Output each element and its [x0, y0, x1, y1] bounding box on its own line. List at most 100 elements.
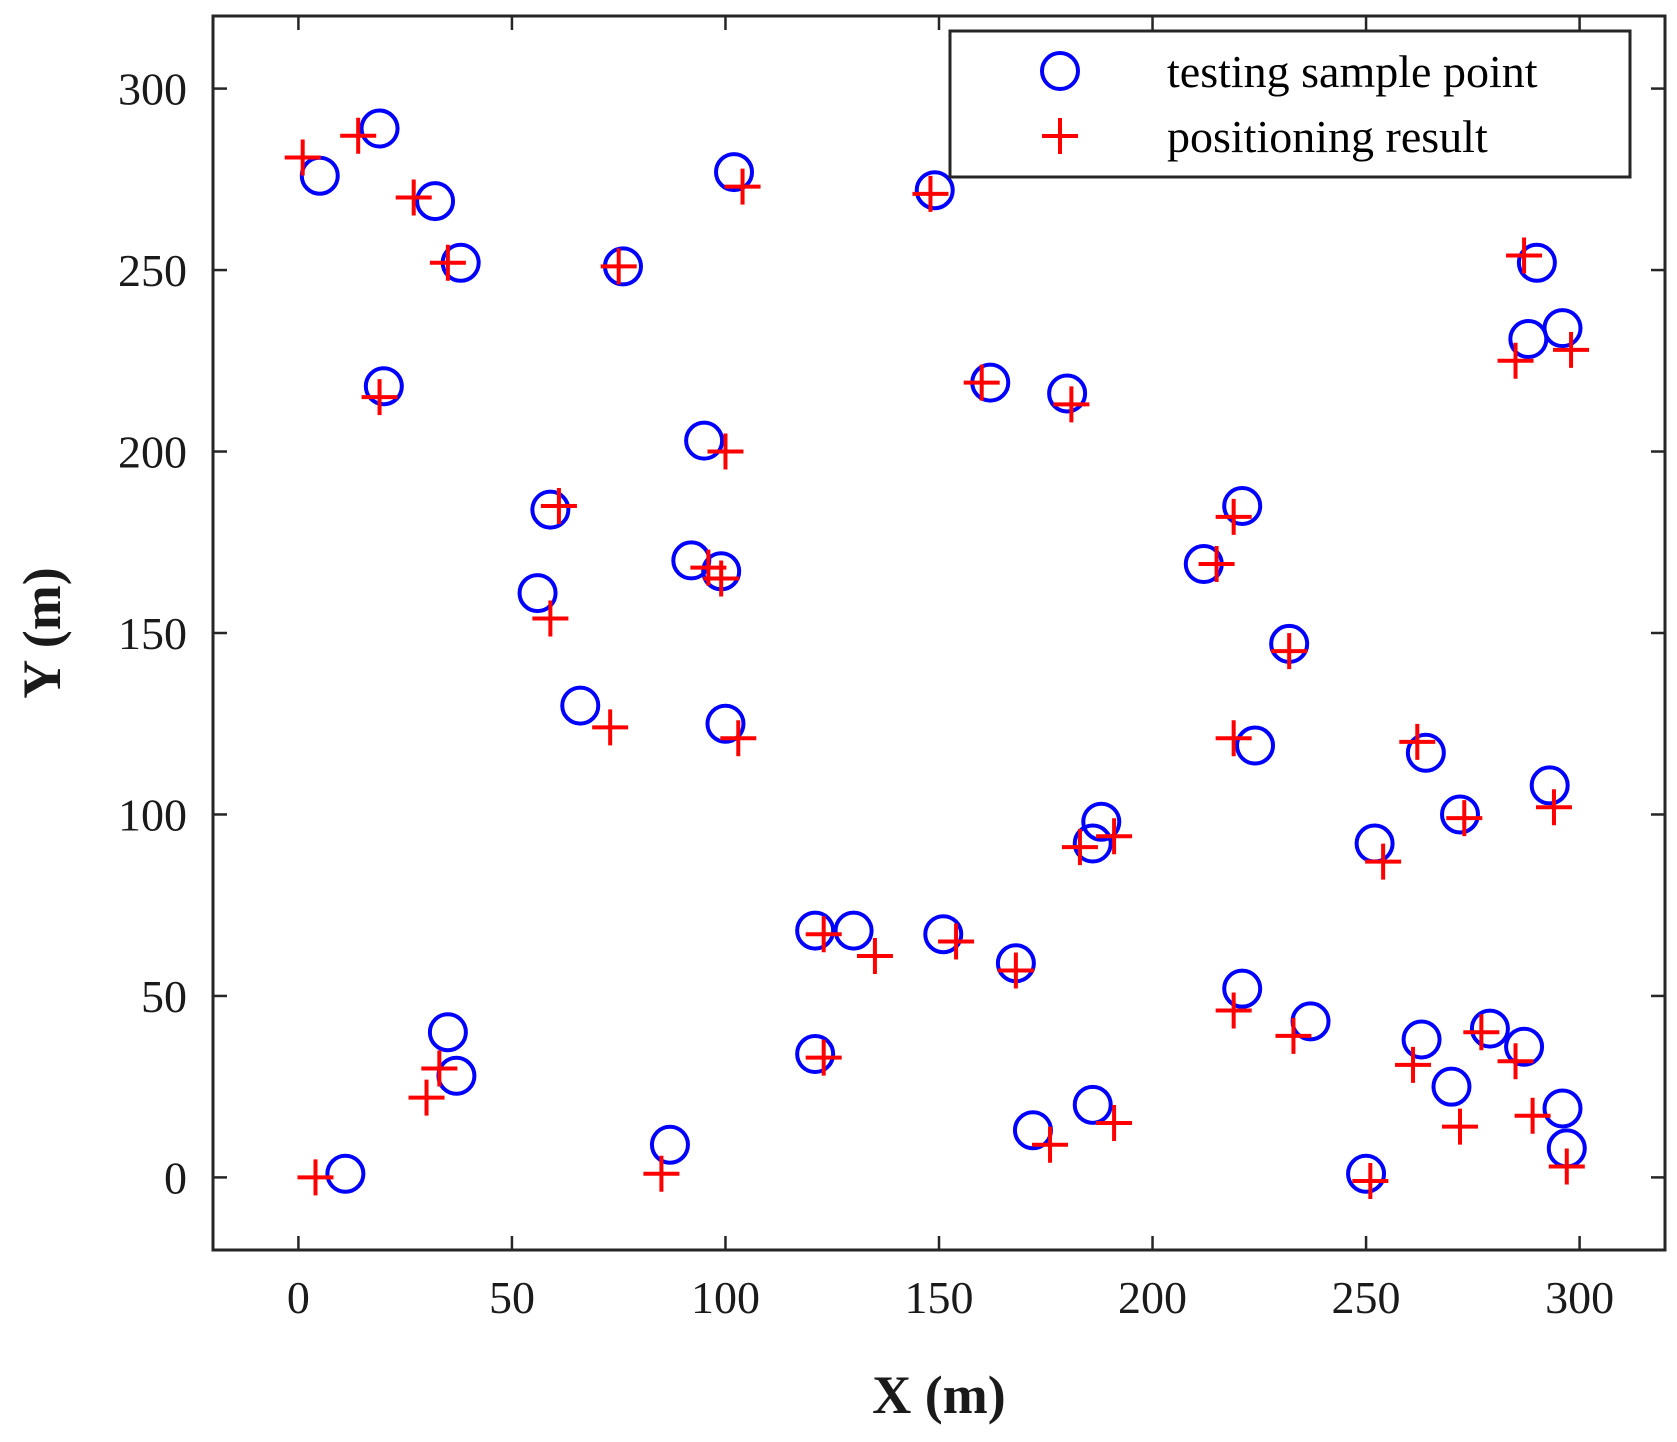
positioning-result-marker [421, 1050, 458, 1087]
x-tick-label: 150 [905, 1272, 974, 1323]
testing-sample-point-marker [649, 1124, 690, 1165]
testing-sample-point-marker [1401, 1019, 1442, 1060]
legend-box [948, 29, 1632, 179]
testing-sample-point-marker [1516, 242, 1557, 283]
x-tick-label: 200 [1118, 1272, 1187, 1323]
positioning-result-marker [856, 938, 893, 975]
testing-sample-point-marker [1222, 968, 1263, 1009]
positioning-result-marker [1352, 1163, 1389, 1200]
testing-sample-point-marker [1235, 725, 1276, 766]
positioning-result-marker [703, 560, 740, 597]
positioning-result-marker [805, 916, 842, 953]
testing-sample-point-marker [1072, 1084, 1113, 1125]
legend-marker-testing-sample-point [1040, 51, 1080, 91]
testing-sample-point-marker [1440, 794, 1481, 835]
positioning-result-marker [532, 600, 569, 637]
legend-label-positioning-result: positioning result [1167, 111, 1488, 162]
series-layer [284, 108, 1590, 1200]
testing-sample-point-marker [714, 152, 755, 193]
positioning-result-marker [1365, 843, 1402, 880]
positioning-result-marker [963, 364, 1000, 401]
testing-sample-point-marker [1222, 485, 1263, 526]
testing-sample-point-marker [1529, 765, 1570, 806]
x-tick-label: 300 [1545, 1272, 1614, 1323]
legend-circle-icon [1040, 51, 1080, 91]
positioning-result-marker [1548, 1148, 1585, 1185]
legend-marker-positioning-result [1042, 118, 1078, 154]
positioning-result-marker [1399, 723, 1436, 760]
positioning-result-marker [1553, 331, 1590, 368]
testing-sample-point-marker [795, 1034, 836, 1075]
testing-sample-point-marker [1469, 1008, 1510, 1049]
positioning-result-marker [1442, 1108, 1479, 1145]
positioning-result-marker [1497, 1043, 1534, 1080]
positioning-result-marker [1497, 342, 1534, 379]
legend: testing sample point positioning result [948, 29, 1632, 179]
positioning-result-marker [429, 244, 466, 281]
y-tick-label: 150 [118, 608, 187, 659]
positioning-result-marker [361, 379, 398, 416]
x-axis-title: X (m) [872, 1365, 1005, 1425]
positioning-result-marker [340, 117, 377, 154]
testing-sample-point-marker [1072, 823, 1113, 864]
ticks-layer: 0 50 100 150 200 250 300 0 50 100 150 200 250 300 [118, 16, 1665, 1323]
testing-sample-point-marker [325, 1153, 366, 1194]
x-tick-label: 100 [691, 1272, 760, 1323]
testing-sample-point-marker [1542, 1088, 1583, 1129]
positioning-result-marker [1096, 818, 1133, 855]
y-tick-label: 250 [118, 245, 187, 296]
positioning-result-marker [600, 248, 637, 285]
testing-sample-point-marker [359, 108, 400, 149]
y-tick-label: 300 [118, 64, 187, 115]
testing-sample-point-marker [795, 910, 836, 951]
x-tick-label: 50 [489, 1272, 535, 1323]
testing-sample-point-marker [1504, 1026, 1545, 1067]
positioning-result-marker [1215, 992, 1252, 1029]
x-tick-label: 0 [287, 1272, 310, 1323]
testing-sample-point-marker [1047, 373, 1088, 414]
positioning-result-marker [1514, 1097, 1551, 1134]
testing-sample-point-marker [1542, 308, 1583, 349]
positioning-result-marker [1275, 1017, 1312, 1054]
positioning-result-marker [805, 1039, 842, 1076]
y-tick-label: 200 [118, 427, 187, 478]
positioning-result-marker [297, 1159, 334, 1196]
positioning-result-marker [938, 923, 975, 960]
plot-area-frame [211, 14, 1667, 1252]
testing-sample-point-marker [914, 170, 955, 211]
testing-sample-point-marker [560, 685, 601, 726]
testing-sample-point-marker [1346, 1153, 1387, 1194]
positioning-result-marker [284, 139, 321, 176]
positioning-result-marker [997, 952, 1034, 989]
testing-sample-point-marker [833, 910, 874, 951]
positioning-result-marker [720, 720, 757, 757]
testing-sample-point-marker [427, 1012, 468, 1053]
positioning-result-marker [1395, 1046, 1432, 1083]
positioning-result-marker [395, 179, 432, 216]
y-axis-title: Y (m) [12, 567, 72, 698]
positioning-result-marker [540, 487, 577, 524]
testing-sample-point-marker [530, 489, 571, 530]
testing-sample-point-marker [923, 914, 964, 955]
positioning-result-marker [724, 168, 761, 205]
testing-sample-point-marker [1405, 732, 1446, 773]
positioning-result-marker [1032, 1126, 1069, 1163]
positioning-result-marker [1506, 237, 1543, 274]
y-tick-label: 50 [141, 971, 187, 1022]
positioning-result-marker [1096, 1104, 1133, 1141]
testing-sample-point-marker [415, 181, 456, 222]
testing-sample-point-marker [1431, 1066, 1472, 1107]
positioning-result-marker [1198, 546, 1235, 583]
x-tick-label: 250 [1332, 1272, 1401, 1323]
positioning-result-marker [592, 709, 629, 746]
testing-sample-point-marker [705, 703, 746, 744]
positioning-result-marker [1053, 386, 1090, 423]
positioning-result-marker [1271, 633, 1308, 670]
testing-sample-point-marker [1081, 801, 1122, 842]
testing-sample-point-marker [684, 420, 725, 461]
y-tick-label: 100 [118, 789, 187, 840]
positioning-result-marker [1446, 800, 1483, 837]
positioning-result-marker [1215, 498, 1252, 535]
